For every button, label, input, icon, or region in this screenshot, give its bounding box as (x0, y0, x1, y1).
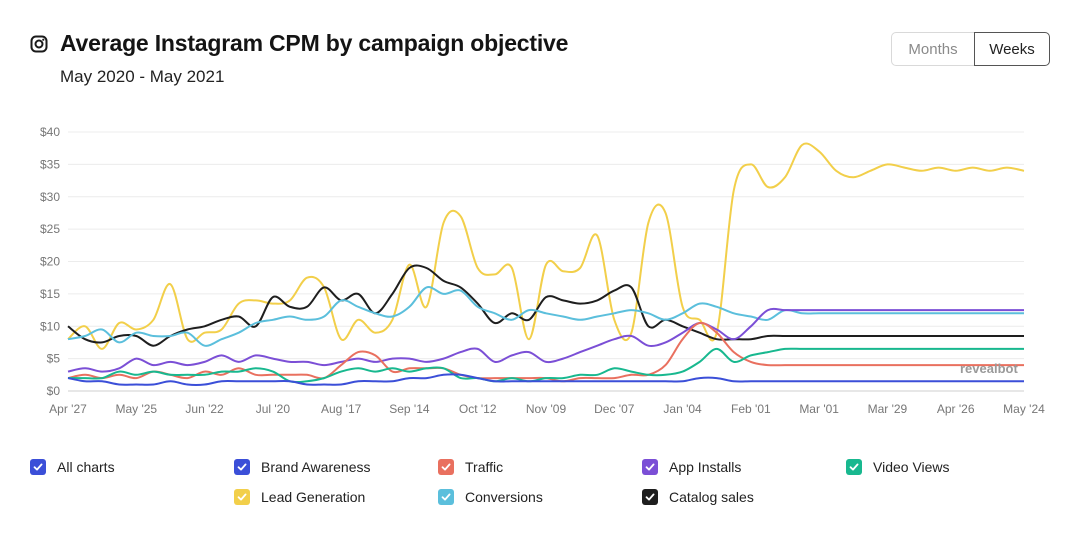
checkbox-checked-icon[interactable] (438, 459, 454, 475)
series-line-catalog-sales (67, 264, 1024, 347)
legend-item-lead-generation[interactable]: Lead Generation (234, 489, 365, 505)
series-line-lead-generation (67, 142, 1025, 350)
chart-subtitle: May 2020 - May 2021 (60, 67, 225, 86)
checkbox-checked-icon[interactable] (234, 489, 250, 505)
legend-label: Traffic (465, 459, 504, 475)
period-toggle: Months Weeks (891, 32, 1050, 66)
title-row: Average Instagram CPM by campaign object… (30, 30, 568, 57)
x-tick-label: May '24 (1003, 402, 1045, 416)
x-tick-label: Jul '20 (256, 402, 291, 416)
x-tick-label: May '25 (115, 402, 157, 416)
grid-lines (68, 131, 1024, 392)
checkbox-checked-icon[interactable] (438, 489, 454, 505)
legend-label: Conversions (465, 489, 543, 505)
legend-item-conversions[interactable]: Conversions (438, 489, 543, 505)
y-tick-label: $35 (40, 157, 60, 171)
legend-label: Lead Generation (261, 489, 366, 505)
x-axis-ticks: Apr '27 May '25 Jun '22 Jul '20 Aug '17 Sep '… (49, 402, 1045, 416)
legend-item-all-charts[interactable]: All charts (30, 459, 115, 475)
revealbot-watermark: revealbot (960, 361, 1018, 376)
chart-header: Average Instagram CPM by campaign object… (30, 30, 568, 87)
checkbox-checked-icon[interactable] (846, 459, 862, 475)
legend-item-catalog-sales[interactable]: Catalog sales (642, 489, 754, 505)
y-axis-ticks: $0 $5 $10 $15 $20 $25 $30 $35 $40 (40, 125, 60, 398)
months-button[interactable]: Months (891, 32, 974, 66)
legend-label: Video Views (873, 459, 950, 475)
x-tick-label: Apr '27 (49, 402, 87, 416)
legend-label: Catalog sales (669, 489, 754, 505)
checkbox-checked-icon[interactable] (30, 459, 46, 475)
x-tick-label: Feb '01 (731, 402, 771, 416)
y-tick-label: $0 (47, 384, 61, 398)
checkbox-checked-icon[interactable] (642, 459, 658, 475)
series-line-conversions (67, 286, 1024, 347)
x-tick-label: Sep '14 (389, 402, 430, 416)
x-tick-label: Dec '07 (594, 402, 635, 416)
x-tick-label: Nov '09 (526, 402, 567, 416)
legend-label: Brand Awareness (261, 459, 371, 475)
series-line-app-installs (67, 307, 1024, 373)
x-tick-label: Mar '01 (799, 402, 839, 416)
series-line-brand-awareness (67, 373, 1024, 386)
x-tick-label: Jan '04 (663, 402, 702, 416)
y-tick-label: $20 (40, 255, 60, 269)
checkbox-checked-icon[interactable] (642, 489, 658, 505)
weeks-button[interactable]: Weeks (974, 32, 1050, 66)
series-lines (67, 142, 1025, 386)
x-tick-label: Oct '12 (459, 402, 497, 416)
legend-item-video-views[interactable]: Video Views (846, 459, 950, 475)
y-tick-label: $40 (40, 125, 60, 139)
x-tick-label: Jun '22 (185, 402, 224, 416)
y-tick-label: $10 (40, 319, 60, 333)
checkbox-checked-icon[interactable] (234, 459, 250, 475)
legend-label: App Installs (669, 459, 742, 475)
chart-title: Average Instagram CPM by campaign object… (60, 30, 569, 56)
x-tick-label: Mar '29 (868, 402, 908, 416)
legend-item-brand-awareness[interactable]: Brand Awareness (234, 459, 370, 475)
x-tick-label: Apr '26 (937, 402, 975, 416)
x-tick-label: Aug '17 (321, 402, 362, 416)
y-tick-label: $30 (40, 190, 60, 204)
y-tick-label: $5 (47, 352, 61, 366)
series-line-video-views (67, 347, 1024, 384)
y-tick-label: $15 (40, 287, 60, 301)
y-tick-label: $25 (40, 222, 60, 236)
instagram-icon (30, 35, 48, 53)
legend-item-traffic[interactable]: Traffic (438, 459, 503, 475)
legend-label: All charts (57, 459, 115, 475)
legend-item-app-installs[interactable]: App Installs (642, 459, 741, 475)
